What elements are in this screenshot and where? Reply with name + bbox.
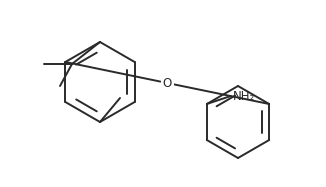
- Text: NH₂: NH₂: [233, 90, 255, 102]
- Text: O: O: [163, 76, 172, 90]
